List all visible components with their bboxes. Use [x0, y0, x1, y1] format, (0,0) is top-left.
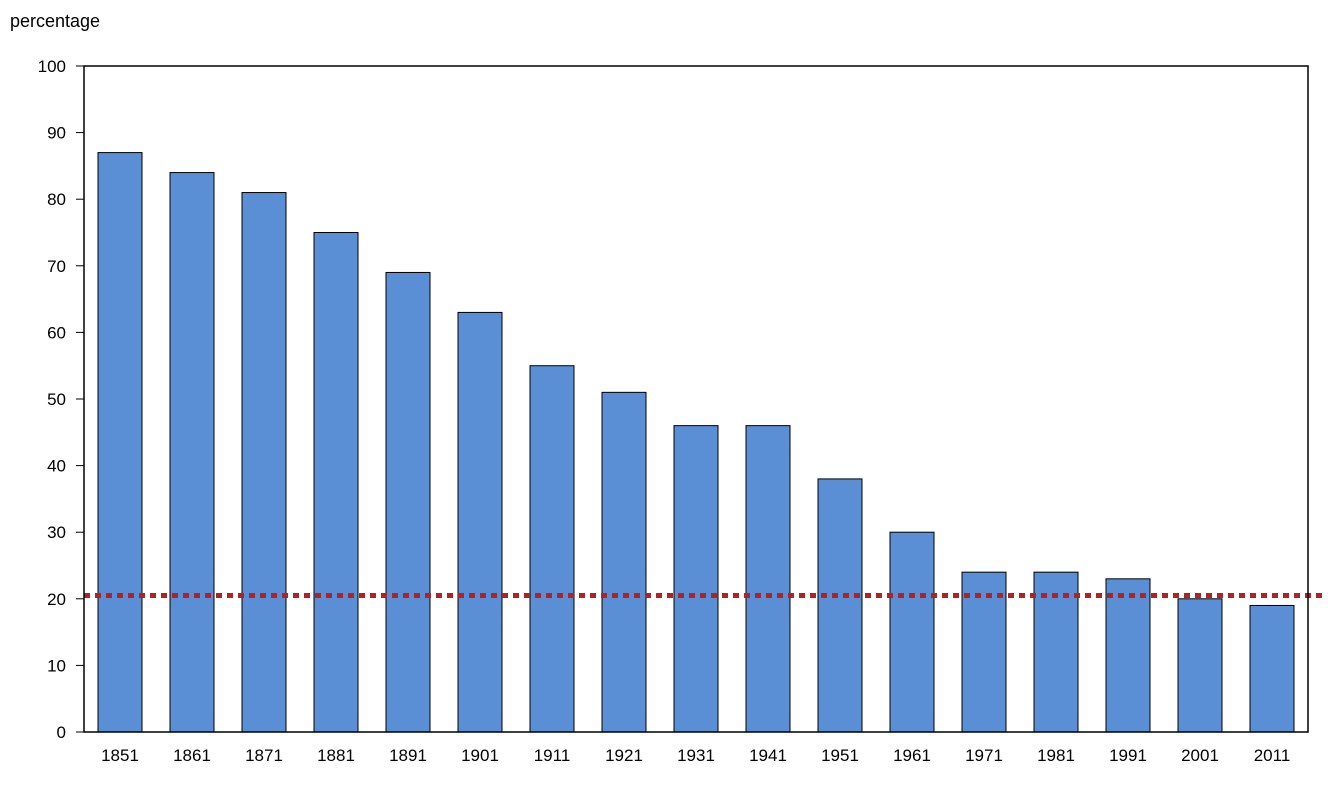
bar-1901	[457, 311, 503, 733]
bar-1851	[97, 152, 143, 733]
y-tick-label: 60	[47, 323, 66, 342]
bar-1951	[817, 478, 863, 733]
bar-1981	[1033, 571, 1079, 733]
x-tick-label: 1881	[317, 746, 355, 765]
x-tick-label: 1891	[389, 746, 427, 765]
x-tick-label: 1971	[965, 746, 1003, 765]
x-tick-label: 2011	[1254, 746, 1291, 765]
bar-1881	[313, 232, 359, 733]
bar-1971	[961, 571, 1007, 733]
y-tick-label: 0	[57, 723, 66, 742]
y-axis-ticks: 0 10 20 30 40 50 60 70 80 90 100	[38, 57, 84, 742]
y-tick-label: 80	[47, 190, 66, 209]
bar-1991	[1105, 578, 1151, 733]
y-tick-label: 100	[38, 57, 66, 76]
x-tick-label: 1951	[821, 746, 859, 765]
y-tick-label: 70	[47, 257, 66, 276]
y-tick-label: 40	[47, 457, 66, 476]
x-tick-label: 1941	[749, 746, 787, 765]
x-tick-label: 1921	[605, 746, 643, 765]
bar-1941	[745, 425, 791, 733]
x-tick-label: 1911	[534, 746, 571, 765]
y-tick-label: 10	[47, 656, 66, 675]
bar-1871	[241, 192, 287, 733]
x-tick-label: 2001	[1181, 746, 1219, 765]
y-tick-label: 90	[47, 124, 66, 143]
y-tick-label: 30	[47, 523, 66, 542]
y-tick-label: 50	[47, 390, 66, 409]
bar-1891	[385, 271, 431, 733]
x-tick-label: 1961	[893, 746, 931, 765]
x-tick-label: 1991	[1109, 746, 1147, 765]
x-tick-label: 1931	[677, 746, 715, 765]
x-axis-labels: 1851 1861 1871 1881 1891 1901 1911 1921 1931 1941…	[101, 746, 1290, 765]
x-tick-label: 1901	[461, 746, 499, 765]
x-tick-label: 1851	[101, 746, 139, 765]
x-tick-label: 1861	[173, 746, 211, 765]
bar-series	[97, 152, 1295, 733]
bar-1931	[673, 425, 719, 733]
x-tick-label: 1981	[1037, 746, 1075, 765]
bar-1861	[169, 172, 215, 733]
y-axis-title: percentage	[10, 11, 100, 31]
x-tick-label: 1871	[245, 746, 283, 765]
y-tick-label: 20	[47, 590, 66, 609]
bar-2001	[1177, 598, 1223, 733]
bar-1961	[889, 531, 935, 733]
bar-1921	[601, 391, 647, 733]
bar-2011	[1249, 604, 1295, 733]
plot-frame	[83, 65, 1309, 733]
bar-1911	[529, 365, 575, 733]
